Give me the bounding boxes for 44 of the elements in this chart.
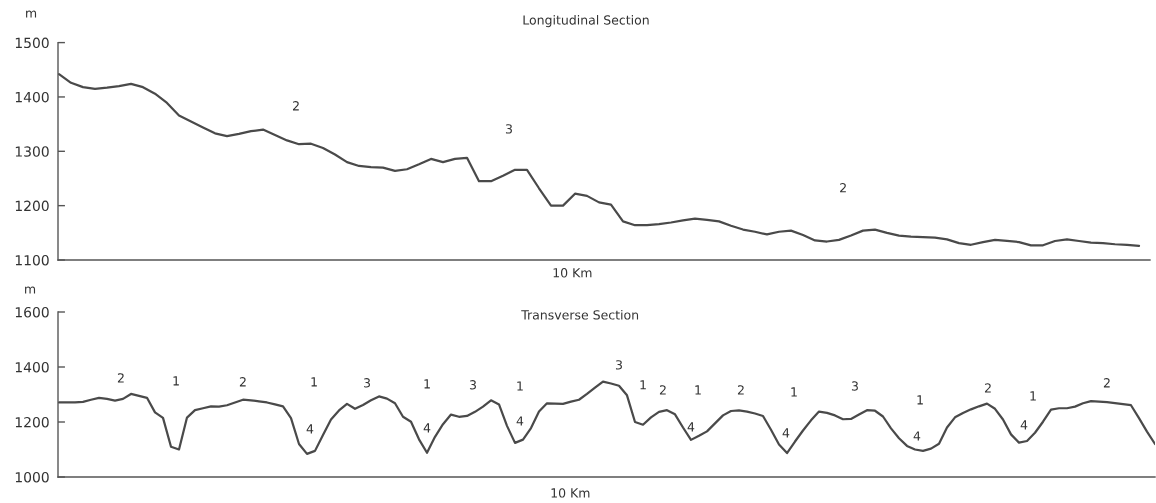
annotation: 2 — [737, 385, 744, 395]
annotation: 3 — [615, 360, 622, 370]
annotation: 4 — [306, 424, 314, 434]
annotation: 3 — [505, 124, 512, 134]
annotation: 3 — [364, 378, 370, 388]
x-axis-title: 10 Km — [553, 268, 592, 278]
annotation: 4 — [687, 422, 695, 432]
annotation: 3 — [851, 381, 858, 391]
annotation: 4 — [913, 431, 921, 441]
y-axis-title: m — [26, 10, 37, 18]
y-tick-label: 1000 — [15, 471, 49, 483]
annotation: 2 — [239, 377, 246, 387]
annotation: 2 — [984, 383, 991, 393]
annotation: 1 — [424, 379, 430, 389]
y-axis-title: m — [25, 286, 36, 294]
chart-title: Transverse Section — [521, 309, 639, 320]
y-tick-label: 1400 — [15, 91, 49, 103]
y-tick-label: 1400 — [15, 361, 49, 373]
annotation: 4 — [423, 423, 431, 433]
annotation: 2 — [293, 101, 299, 111]
annotation: 1 — [1030, 391, 1036, 401]
annotation: 1 — [917, 395, 923, 405]
y-tick-label: 1600 — [15, 306, 49, 318]
annotation: 1 — [791, 387, 797, 397]
annotation: 2 — [840, 183, 846, 193]
chart-title: Longitudinal Section — [523, 15, 649, 28]
y-tick-label: 1300 — [15, 146, 49, 157]
annotation: 1 — [311, 377, 317, 387]
y-tick-label: 1200 — [15, 416, 49, 428]
annotation: 1 — [695, 385, 701, 395]
annotation: 3 — [469, 380, 476, 390]
annotation: 2 — [117, 373, 124, 383]
annotation: 4 — [782, 428, 790, 438]
annotation: 2 — [659, 385, 666, 395]
y-tick-label: 1500 — [15, 37, 49, 49]
y-tick-label: 1100 — [15, 254, 49, 266]
annotation: 2 — [1103, 378, 1110, 388]
annotation: 4 — [1020, 420, 1028, 430]
annotation: 1 — [173, 376, 179, 386]
y-tick-label: 1200 — [15, 200, 49, 212]
x-axis-title: 10 Km — [551, 488, 590, 498]
annotation: 1 — [517, 381, 523, 391]
annotation: 1 — [640, 380, 646, 390]
annotation: 4 — [516, 416, 524, 426]
